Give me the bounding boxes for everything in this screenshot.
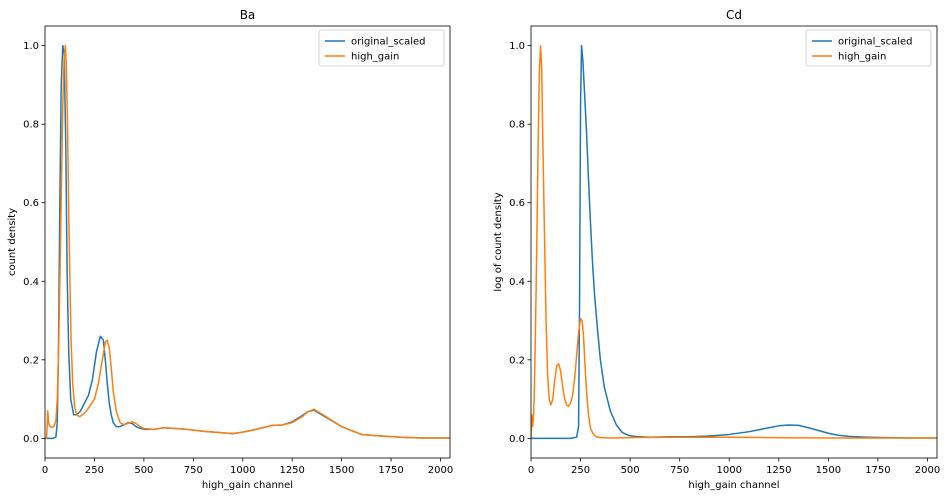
x-tick-label: 1250: [766, 465, 791, 476]
plot-area: [45, 44, 450, 440]
x-axis-label: high_gain channel: [688, 480, 779, 491]
x-tick-label: 0: [528, 465, 534, 476]
y-tick-label: 0.8: [23, 120, 39, 131]
x-tick-label: 250: [85, 465, 104, 476]
legend-label-original-scaled: original_scaled: [351, 37, 426, 48]
x-tick-label: 1000: [230, 465, 255, 476]
y-axis-label: count density: [7, 208, 18, 276]
series-line-original-scaled: [531, 44, 937, 440]
x-axis-label: high_gain channel: [202, 480, 293, 491]
x-tick-label: 1500: [816, 465, 841, 476]
x-tick-label: 1250: [279, 465, 304, 476]
legend-label-high-gain: high_gain: [838, 52, 886, 63]
y-tick-label: 1.0: [23, 41, 39, 52]
x-tick-label: 1750: [378, 465, 403, 476]
y-tick-label: 0.2: [23, 355, 39, 366]
x-tick-label: 500: [134, 465, 153, 476]
x-tick-label: 500: [621, 465, 640, 476]
x-tick-label: 750: [184, 465, 203, 476]
x-tick-label: 750: [670, 465, 689, 476]
y-tick-label: 0.0: [23, 434, 39, 445]
y-tick-label: 0.0: [509, 434, 525, 445]
y-tick-label: 0.6: [509, 198, 525, 209]
subplot-cd: 0 250 500 750 1000 1250 1500 1750 2000 0.0 0.2 0.4 0…: [493, 8, 940, 491]
x-tick-label: 2000: [428, 465, 453, 476]
legend-label-high-gain: high_gain: [351, 52, 399, 63]
x-tick-label: 250: [571, 465, 590, 476]
y-tick-label: 0.4: [23, 277, 39, 288]
legend-label-original-scaled: original_scaled: [838, 37, 913, 48]
y-tick-label: 1.0: [509, 41, 525, 52]
x-tick-label: 1750: [865, 465, 890, 476]
x-tick-label: 1000: [717, 465, 742, 476]
plot-area: [531, 44, 937, 440]
axes-frame: [530, 25, 938, 459]
x-tick-label: 1500: [329, 465, 354, 476]
series-line-high-gain: [531, 44, 937, 439]
chart-title: Ba: [240, 8, 256, 22]
series-line-high-gain: [45, 44, 450, 440]
legend-box: [805, 29, 932, 67]
legend: original_scaled high_gain: [318, 29, 445, 67]
y-axis-label: log of count density: [493, 192, 504, 291]
x-tick-label: 2000: [915, 465, 940, 476]
subplot-ba: 0 250 500 750 1000 1250 1500 1750 2000 0.0 0.2 0.4 0…: [7, 8, 453, 491]
legend-box: [318, 29, 445, 67]
y-tick-label: 0.6: [23, 198, 39, 209]
legend: original_scaled high_gain: [805, 29, 932, 67]
axes-frame: [44, 25, 451, 459]
y-tick-label: 0.4: [509, 277, 525, 288]
y-tick-label: 0.2: [509, 355, 525, 366]
x-tick-label: 0: [42, 465, 48, 476]
y-tick-label: 0.8: [509, 120, 525, 131]
chart-title: Cd: [726, 8, 742, 22]
